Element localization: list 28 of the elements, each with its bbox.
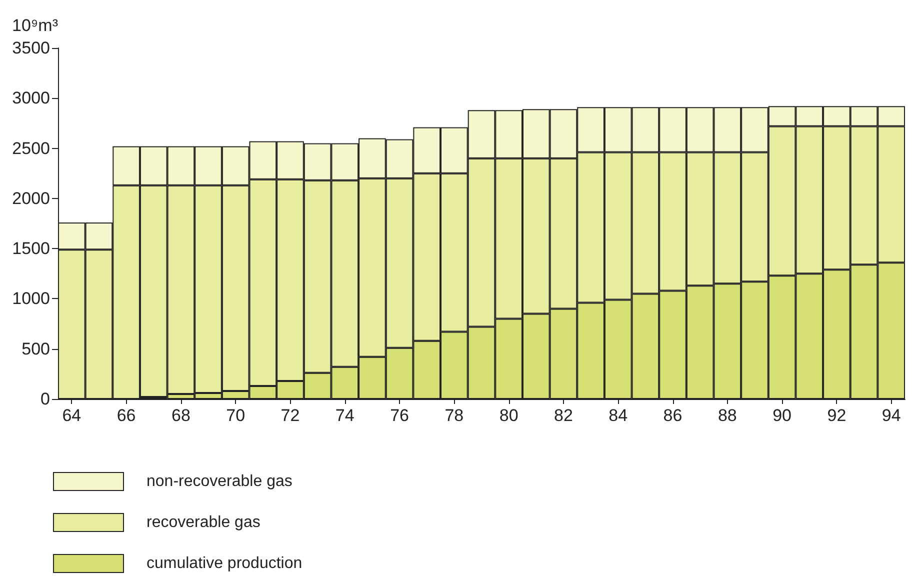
x-tick-label: 76 <box>390 406 409 425</box>
y-tick-label: 2500 <box>12 138 50 158</box>
legend-label: cumulative production <box>146 555 302 572</box>
x-tick-label: 68 <box>171 406 190 425</box>
legend-label: non-recoverable gas <box>146 473 292 490</box>
y-tick-label: 500 <box>22 339 50 358</box>
x-tick-label: 92 <box>827 406 846 425</box>
y-axis-title: 10⁹m³ <box>12 16 58 35</box>
legend-label: recoverable gas <box>146 514 260 531</box>
x-tick-label: 84 <box>608 406 628 425</box>
y-tick-label: 3000 <box>12 88 50 108</box>
x-tick-label: 82 <box>554 406 573 425</box>
y-tick-label: 1500 <box>12 239 50 258</box>
x-tick-label: 74 <box>335 406 354 425</box>
x-tick-label: 80 <box>499 406 518 425</box>
y-tick-label: 2000 <box>12 188 50 208</box>
x-tick-label: 78 <box>444 406 464 425</box>
x-tick-label: 70 <box>226 406 246 425</box>
x-tick-label: 88 <box>718 406 737 425</box>
y-tick-label: 0 <box>40 390 50 408</box>
x-tick-label: 66 <box>116 406 136 425</box>
x-tick-label: 90 <box>772 406 792 425</box>
x-tick-label: 64 <box>62 406 82 425</box>
x-tick-label: 72 <box>280 406 300 425</box>
y-tick-label: 3500 <box>12 38 50 58</box>
x-tick-label: 94 <box>882 406 901 425</box>
y-tick-label: 1000 <box>12 289 50 308</box>
x-tick-label: 86 <box>663 406 682 425</box>
